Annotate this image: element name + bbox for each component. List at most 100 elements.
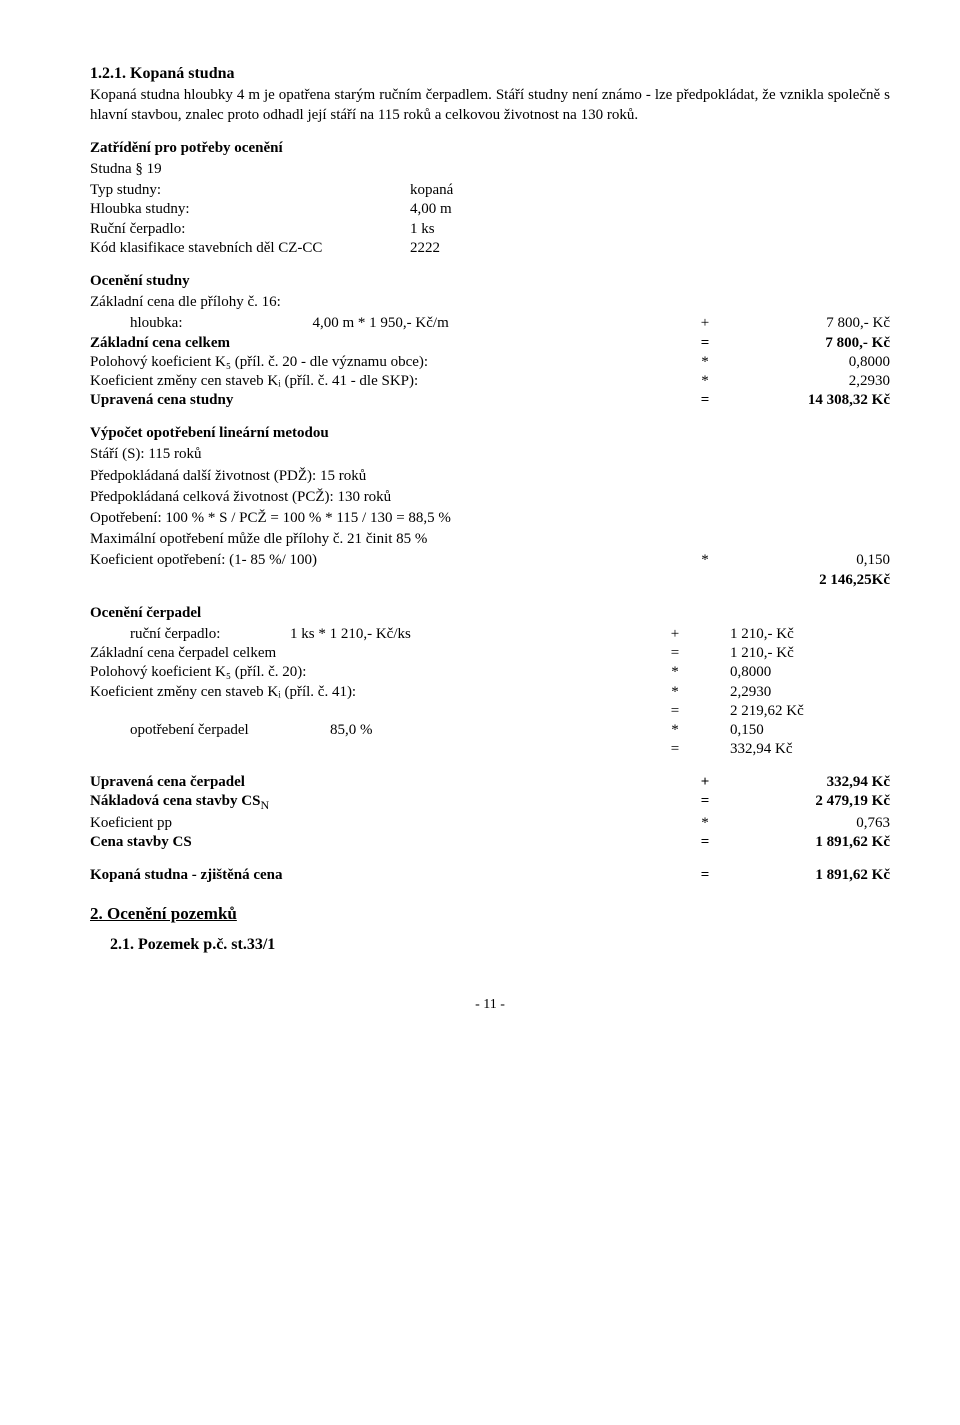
wear-line: Opotřebení: 100 % * S / PCŽ = 100 % * 11… xyxy=(90,509,890,528)
pump-line: = 2 219,62 Kč xyxy=(90,702,890,721)
wear-line: 2 146,25Kč xyxy=(90,571,890,590)
summary-line: Cena stavby CS = 1 891,62 Kč xyxy=(90,833,890,852)
expr: 4,00 m * 1 950,- Kč/m xyxy=(313,315,449,331)
value: 332,94 Kč xyxy=(730,773,890,792)
value: 1 ks xyxy=(410,220,435,239)
label: Koeficient opotřebení: (1- 85 %/ 100) xyxy=(90,551,680,570)
section-21-heading: 2.1. Pozemek p.č. st.33/1 xyxy=(90,935,890,955)
op: * xyxy=(650,721,700,740)
value: 2 479,19 Kč xyxy=(730,792,890,813)
op: = xyxy=(680,391,730,410)
wear-line: Předpokládaná další životnost (PDŽ): 15 … xyxy=(90,467,890,486)
summary-line: Upravená cena čerpadel + 332,94 Kč xyxy=(90,773,890,792)
intro-paragraph: Kopaná studna hloubky 4 m je opatřena st… xyxy=(90,86,890,124)
label: Koeficient změny cen staveb Kᵢ (příl. č.… xyxy=(90,683,650,702)
summary-line: Nákladová cena stavby CSN = 2 479,19 Kč xyxy=(90,792,890,813)
op: = xyxy=(680,334,730,353)
value: 2222 xyxy=(410,239,440,258)
value: 4,00 m xyxy=(410,200,452,219)
op: * xyxy=(680,372,730,391)
class-row: Typ studny: kopaná xyxy=(90,181,890,200)
class-row: Ruční čerpadlo: 1 ks xyxy=(90,220,890,239)
value: 0,8000 xyxy=(700,663,890,682)
op: = xyxy=(680,866,730,885)
result-line: Kopaná studna - zjištěná cena = 1 891,62… xyxy=(90,866,890,885)
op: = xyxy=(650,644,700,663)
label: Polohový koeficient K₅ (příl. č. 20): xyxy=(90,663,650,682)
value: 2,2930 xyxy=(700,683,890,702)
expr: 85,0 % xyxy=(330,721,373,740)
value: 1 210,- Kč xyxy=(700,625,890,644)
valuation-title: Ocenění studny xyxy=(90,272,890,291)
expr: 1 ks * 1 210,- Kč/ks xyxy=(290,625,411,644)
op: + xyxy=(680,314,730,333)
label: Základní cena čerpadel celkem xyxy=(90,644,650,663)
page-number: - 11 - xyxy=(90,996,890,1014)
op: * xyxy=(650,683,700,702)
value: 7 800,- Kč xyxy=(730,314,890,333)
section-2-heading: 2. Ocenění pozemků xyxy=(90,903,890,925)
pump-title: Ocenění čerpadel xyxy=(90,604,890,623)
class-row: Kód klasifikace stavebních děl CZ-CC 222… xyxy=(90,239,890,258)
op: + xyxy=(650,625,700,644)
label: Základní cena celkem xyxy=(90,334,680,353)
op: = xyxy=(680,833,730,852)
value: 14 308,32 Kč xyxy=(730,391,890,410)
classification-title: Zatřídění pro potřeby ocenění xyxy=(90,139,890,158)
pump-line: Polohový koeficient K₅ (příl. č. 20): * … xyxy=(90,663,890,682)
pump-line: opotřebení čerpadel 85,0 % * 0,150 xyxy=(90,721,890,740)
value: kopaná xyxy=(410,181,453,200)
section-heading: 1.2.1. Kopaná studna xyxy=(90,64,890,84)
op: * xyxy=(680,551,730,570)
value: 7 800,- Kč xyxy=(730,334,890,353)
valuation-line: Upravená cena studny = 14 308,32 Kč xyxy=(90,391,890,410)
valuation-line: Základní cena dle přílohy č. 16: xyxy=(90,293,890,312)
op: = xyxy=(680,792,730,813)
value: 332,94 Kč xyxy=(700,740,890,759)
wear-title: Výpočet opotřebení lineární metodou xyxy=(90,424,890,443)
label: Nákladová cena stavby CS xyxy=(90,793,260,809)
label: Upravená cena studny xyxy=(90,391,680,410)
value: 0,150 xyxy=(730,551,890,570)
value: 1 891,62 Kč xyxy=(730,833,890,852)
label: Koeficient změny cen staveb Kᵢ (příl. č.… xyxy=(90,372,680,391)
value: 0,150 xyxy=(700,721,890,740)
valuation-line: Základní cena celkem = 7 800,- Kč xyxy=(90,334,890,353)
summary-line: Koeficient pp * 0,763 xyxy=(90,814,890,833)
op: = xyxy=(650,740,700,759)
label: opotřebení čerpadel xyxy=(130,721,330,740)
valuation-line: Koeficient změny cen staveb Kᵢ (příl. č.… xyxy=(90,372,890,391)
label: Upravená cena čerpadel xyxy=(90,773,680,792)
label: hloubka: xyxy=(90,315,183,331)
class-row: Studna § 19 xyxy=(90,160,890,179)
wear-line: Předpokládaná celková životnost (PCŽ): 1… xyxy=(90,488,890,507)
class-row: Hloubka studny: 4,00 m xyxy=(90,200,890,219)
label: Kopaná studna - zjištěná cena xyxy=(90,866,680,885)
wear-line: Koeficient opotřebení: (1- 85 %/ 100) * … xyxy=(90,551,890,570)
valuation-line: Polohový koeficient K₅ (příl. č. 20 - dl… xyxy=(90,353,890,372)
label: Ruční čerpadlo: xyxy=(90,220,410,239)
op: = xyxy=(650,702,700,721)
op: * xyxy=(680,353,730,372)
pump-line: ruční čerpadlo: 1 ks * 1 210,- Kč/ks + 1… xyxy=(90,625,890,644)
label: Cena stavby CS xyxy=(90,833,680,852)
wear-line: Maximální opotřebení může dle přílohy č.… xyxy=(90,530,890,549)
label: Typ studny: xyxy=(90,181,410,200)
label: Koeficient pp xyxy=(90,814,680,833)
pump-line: = 332,94 Kč xyxy=(90,740,890,759)
value: 2,2930 xyxy=(730,372,890,391)
pump-line: Základní cena čerpadel celkem = 1 210,- … xyxy=(90,644,890,663)
label: Polohový koeficient K₅ (příl. č. 20 - dl… xyxy=(90,353,680,372)
wear-line: Stáří (S): 115 roků xyxy=(90,445,890,464)
value: 2 219,62 Kč xyxy=(700,702,890,721)
value: 1 210,- Kč xyxy=(700,644,890,663)
label: Kód klasifikace stavebních děl CZ-CC xyxy=(90,239,410,258)
value: 2 146,25Kč xyxy=(730,571,890,590)
value: 0,763 xyxy=(730,814,890,833)
value: 1 891,62 Kč xyxy=(730,866,890,885)
valuation-line: hloubka: 4,00 m * 1 950,- Kč/m + 7 800,- … xyxy=(90,314,890,333)
pump-line: Koeficient změny cen staveb Kᵢ (příl. č.… xyxy=(90,683,890,702)
value: 0,8000 xyxy=(730,353,890,372)
label: ruční čerpadlo: xyxy=(130,625,290,644)
op: * xyxy=(650,663,700,682)
